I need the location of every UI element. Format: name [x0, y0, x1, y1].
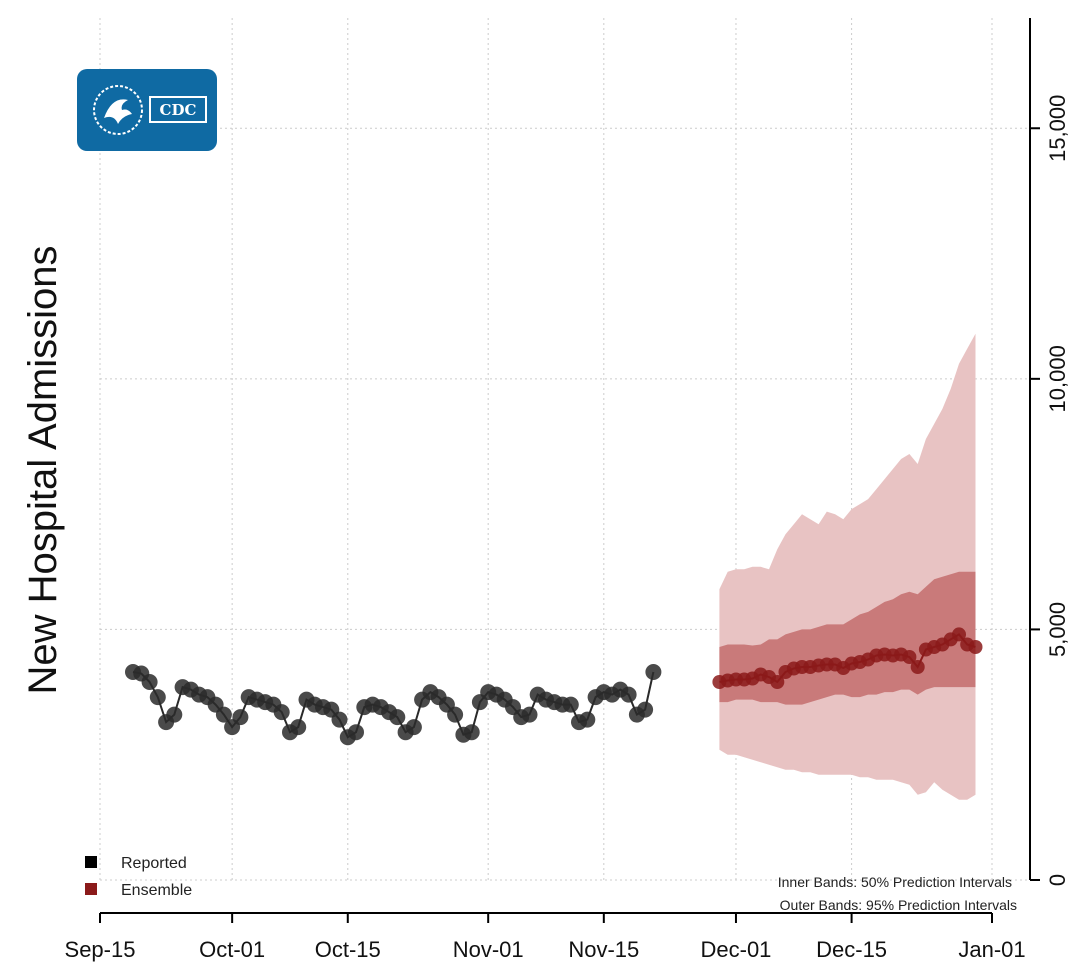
reported-point — [141, 674, 158, 690]
reported-point — [405, 719, 422, 736]
cdc-wordmark: CDC — [149, 96, 207, 123]
reported-point — [149, 689, 166, 706]
reported-point — [215, 706, 232, 723]
outer-band-95 — [719, 333, 976, 800]
reported-point — [348, 724, 364, 741]
legend: Reported Ensemble — [85, 855, 192, 899]
axes: Sep-15 Oct-01 Oct-15 Nov-01 Nov-15 Dec-01 Dec-… — [65, 18, 1070, 962]
x-tick-label: Dec-15 — [816, 937, 887, 962]
x-tick-label: Jan-01 — [958, 937, 1025, 962]
note-inner-bands: Inner Bands: 50% Prediction Intervals — [778, 874, 1012, 890]
reported-point — [389, 709, 406, 726]
reported-point — [562, 696, 579, 713]
reported-point — [463, 724, 480, 741]
reported-point — [166, 706, 183, 723]
cdc-logo: CDC — [77, 69, 217, 151]
band-notes: Inner Bands: 50% Prediction Intervals Ou… — [778, 874, 1017, 913]
y-tick-label: 0 — [1045, 874, 1070, 886]
x-tick-label: Oct-01 — [199, 937, 265, 962]
y-tick-label: 5,000 — [1045, 602, 1070, 657]
ensemble-point — [910, 660, 925, 674]
x-tick-label: Nov-15 — [568, 937, 639, 962]
reported-point — [331, 711, 348, 728]
legend-swatch-reported — [85, 856, 97, 868]
prediction-bands — [719, 333, 976, 800]
legend-label-reported: Reported — [121, 855, 187, 872]
y-tick-label: 15,000 — [1045, 95, 1070, 162]
reported-point — [645, 664, 662, 680]
ensemble-point — [770, 675, 785, 689]
series-reported — [125, 664, 662, 746]
ensemble-point — [902, 650, 917, 664]
reported-point — [447, 706, 464, 723]
x-tick-label: Nov-01 — [453, 937, 524, 962]
y-axis-label: New Hospital Admissions — [21, 245, 65, 694]
x-tick-label: Oct-15 — [315, 937, 381, 962]
reported-point — [521, 706, 538, 723]
legend-swatch-ensemble — [85, 883, 97, 895]
reported-point — [579, 711, 596, 728]
legend-label-ensemble: Ensemble — [121, 882, 192, 899]
reported-point — [273, 704, 290, 721]
ensemble-point — [952, 627, 966, 642]
x-tick-label: Dec-01 — [701, 937, 772, 962]
logo-text: CDC — [160, 101, 197, 119]
reported-point — [232, 709, 249, 726]
hhs-eagle-icon — [93, 85, 143, 135]
y-tick-label: 10,000 — [1045, 345, 1070, 412]
reported-point — [290, 719, 307, 736]
reported-point — [637, 701, 654, 718]
note-outer-bands: Outer Bands: 95% Prediction Intervals — [780, 897, 1017, 913]
ensemble-point — [968, 640, 983, 654]
reported-point — [620, 686, 637, 703]
x-tick-label: Sep-15 — [65, 937, 136, 962]
series-ensemble — [712, 627, 983, 689]
